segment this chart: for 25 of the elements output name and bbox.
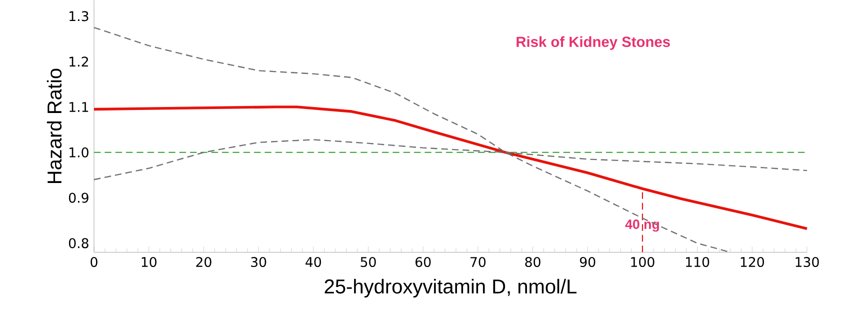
y-tick-label: 0.8 (68, 238, 88, 248)
x-axis-title: 25-hydroxyvitamin D, nmol/L (324, 278, 576, 298)
y-tick-label: 1.2 (70, 56, 88, 66)
x-tick-label: 30 (251, 256, 266, 267)
ref-line-label: 40 ng (625, 219, 659, 232)
x-tick-label: 0 (90, 256, 98, 267)
x-tick-label: 50 (360, 256, 376, 267)
x-tick-label: 90 (580, 256, 596, 267)
y-tick-label: 1.0 (70, 147, 88, 158)
x-tick-label: 100 (631, 256, 654, 267)
line-series (92, 106, 808, 230)
x-tick-label: 60 (416, 256, 431, 267)
y-axis-title: Hazard Ratio (46, 68, 62, 183)
y-tick-label: 1.3 (70, 10, 88, 22)
x-tick-label: 130 (796, 256, 819, 267)
x-tick-label: 40 (306, 256, 321, 267)
x-tick-label: 70 (470, 256, 486, 267)
x-tick-label: 20 (196, 256, 212, 267)
text: Risk of Kidney Stones (516, 36, 670, 50)
x-tick-label: 110 (686, 256, 710, 267)
y-tick-label: 1.1 (70, 102, 88, 112)
y-tick-label: 0.9 (68, 192, 88, 203)
x-tick-label: 120 (740, 256, 764, 267)
x-tick-label: 10 (142, 256, 156, 267)
x-tick-label: 80 (525, 256, 540, 267)
